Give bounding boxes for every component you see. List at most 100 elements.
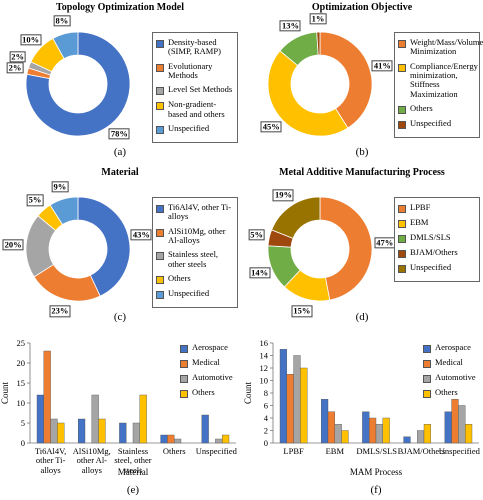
bar (201, 414, 209, 444)
legend: Ti6Al4V, other Ti-alloys AlSi10Mg, other … (152, 197, 238, 309)
y-tick-label: 2 (264, 426, 268, 436)
legend-label: Weight/Mass/Volume Minimization (410, 37, 483, 57)
legend-label: Compliance/Energy minimization, Stiffnes… (410, 60, 478, 99)
y-tick-label: 25 (17, 338, 26, 348)
y-tick-label: 6 (264, 401, 268, 411)
donut-slice (316, 31, 321, 56)
donut-slice (25, 31, 131, 137)
legend-swatch (423, 345, 431, 353)
bar (279, 349, 288, 444)
legend-item: Evolutionary Methods (156, 61, 234, 81)
legend-label: DMLS/SLS (410, 232, 451, 242)
legend-label: Ti6Al4V, other Ti-alloys (168, 202, 232, 222)
legend-item: Unspecified (398, 118, 476, 130)
legend-swatch (156, 276, 164, 285)
value-label: 8% (53, 15, 71, 27)
legend-swatch (398, 220, 406, 228)
bar (139, 394, 147, 444)
legend-item: Others (423, 387, 479, 398)
y-tick-label: 0 (21, 438, 25, 448)
bar (50, 418, 58, 444)
legend-label: Medical (192, 357, 220, 367)
bar (417, 430, 425, 444)
legend-swatch (423, 360, 431, 368)
bar (458, 405, 466, 444)
x-tick-label: LPBF (283, 446, 304, 456)
y-tick-label: 15 (17, 378, 26, 388)
y-tick-label: 14 (260, 351, 269, 361)
legend-label: Automotive (192, 372, 233, 382)
x-tick-label: Unspecified (195, 446, 237, 456)
value-label: 5% (26, 194, 44, 206)
y-axis-label: Count (243, 382, 253, 405)
donut-slice (319, 196, 373, 301)
legend-item: Ti6Al4V, other Ti-alloys (156, 202, 234, 222)
value-label: 5% (248, 229, 265, 241)
x-tick-label: Others (162, 446, 186, 456)
value-label: 13% (279, 20, 301, 32)
donut-slice (49, 196, 79, 226)
bar (36, 394, 45, 444)
legend-swatch (156, 87, 164, 96)
x-axis-label: Material (118, 467, 149, 477)
bar (375, 424, 383, 444)
legend-swatch (156, 126, 164, 135)
y-tick-label: 12 (260, 363, 269, 373)
legend-label: LPBF (410, 202, 431, 212)
legend-item: Aerospace (180, 342, 236, 353)
legend-swatch (398, 205, 406, 213)
legend-label: EBM (410, 217, 429, 227)
y-tick-label: 8 (264, 388, 268, 398)
legend-label: BJAM/Others (410, 247, 458, 257)
legend-swatch (398, 250, 406, 258)
bar (464, 424, 473, 444)
legend: Weight/Mass/Volume Minimization Complianc… (394, 32, 483, 139)
bar (321, 399, 329, 444)
bar (173, 438, 182, 444)
chart-title: Topology Optimization Model (56, 2, 184, 13)
value-label: 45% (260, 121, 282, 133)
bar (160, 434, 168, 444)
bar (300, 367, 308, 444)
legend: Aerospace Medical Automotive Others (423, 342, 479, 403)
donut-slice (271, 196, 321, 239)
legend-label: Level Set Methods (168, 84, 233, 95)
legend-swatch (156, 228, 164, 237)
bar (215, 438, 223, 444)
legend-swatch (180, 375, 188, 383)
value-label: 2% (9, 51, 26, 63)
value-label: 41% (371, 60, 393, 72)
legend-item: DMLS/SLS (398, 232, 476, 243)
bar (403, 436, 411, 444)
bar (286, 374, 294, 444)
value-label: 1% (309, 13, 327, 25)
legend-item: Stainless steel, other steels (156, 250, 234, 269)
caption: (b) (355, 146, 369, 158)
value-label: 23% (49, 305, 71, 318)
y-tick-label: 16 (260, 338, 269, 348)
x-tick-label: Unspecified (438, 446, 480, 456)
bar (341, 430, 349, 444)
y-tick-label: 20 (17, 358, 26, 368)
legend-label: Unspecified (410, 262, 452, 272)
legend-item: BJAM/Others (398, 247, 476, 258)
bar (167, 434, 175, 444)
x-tick-label: AlSi10Mg, other Al-alloys (72, 446, 111, 475)
chart-title: Material (101, 167, 139, 178)
legend-label: AlSi10Mg, other Al-alloys (168, 225, 226, 246)
legend-item: Others (398, 103, 476, 115)
legend-item: Weight/Mass/Volume Minimization (398, 37, 483, 57)
bar (382, 417, 390, 444)
legend-label: Unspecified (168, 288, 210, 299)
legend-swatch (398, 235, 406, 243)
value-label: 2% (6, 62, 24, 74)
y-tick-label: 5 (21, 418, 25, 428)
donut-slice (319, 31, 373, 129)
bar (221, 434, 230, 444)
bar (293, 355, 301, 444)
legend: LPBF EBM DMLS/SLS BJAM/Others Unspecified (394, 197, 480, 282)
legend-item: Medical (180, 357, 236, 368)
bar (98, 418, 106, 444)
legend-label: Density-based (SIMP, RAMP) (168, 37, 221, 57)
